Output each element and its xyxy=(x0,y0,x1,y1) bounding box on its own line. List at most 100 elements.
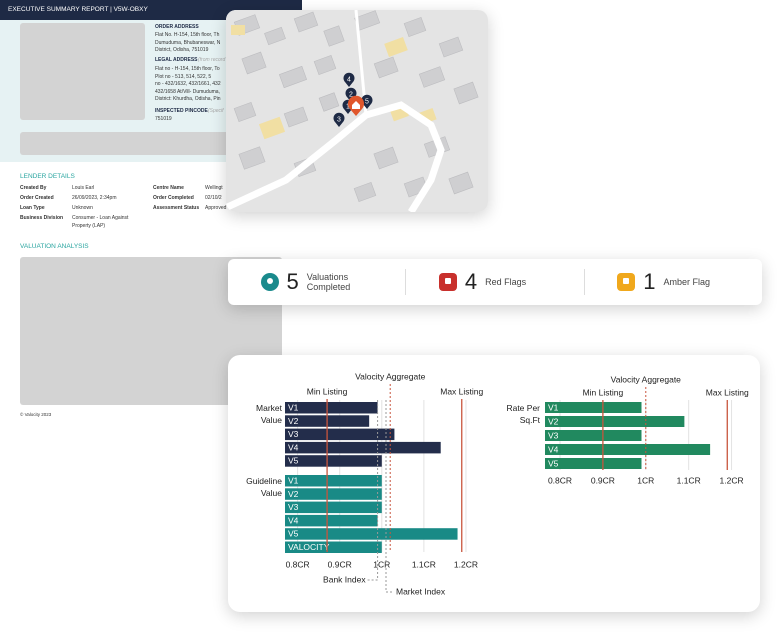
detail-value: 26/09/2023, 2:34pm xyxy=(72,195,117,201)
map-pin-label: 2 xyxy=(349,91,353,98)
pincode-note: (Specif xyxy=(208,108,224,114)
detail-label: Centre Name xyxy=(153,185,184,191)
x-tick-label: 1CR xyxy=(373,559,390,569)
stat-label: Red Flags xyxy=(485,277,527,287)
stats-card: 5 Valuations Completed 4 Red Flags 1 Amber Fl… xyxy=(228,259,762,305)
reference-label: Max Listing xyxy=(440,386,483,396)
bar-label: V4 xyxy=(548,444,559,454)
bar xyxy=(285,402,378,414)
stat-icon-glyph xyxy=(623,278,630,284)
bar-label: VALOCITY xyxy=(288,542,330,552)
bar xyxy=(285,455,382,467)
x-tick-label: 0.8CR xyxy=(548,475,572,485)
reference-label: Valocity Aggregate xyxy=(611,374,682,384)
detail-label: Assessment Status xyxy=(153,205,200,211)
bar-label: V4 xyxy=(288,515,299,525)
address-line: no - 432/1632, 432/1661, 432 xyxy=(155,81,221,87)
bar xyxy=(545,458,642,469)
detail-value: Approved xyxy=(205,205,227,211)
bar-label: V3 xyxy=(288,502,299,512)
stat-value: 1 xyxy=(643,269,656,294)
valuation-analysis-title: VALUATION ANALYSIS xyxy=(20,243,89,250)
detail-value: Louis Earl xyxy=(72,185,95,191)
map-pin xyxy=(343,72,355,87)
address-line: Dumuduma, Bhubaneswar, N xyxy=(155,39,221,46)
stat-icon xyxy=(438,273,457,291)
x-tick-label: 1.1CR xyxy=(677,475,701,485)
bar-label: V3 xyxy=(288,429,299,439)
bar xyxy=(285,488,382,500)
stat: 5 Valuations Completed xyxy=(228,269,405,295)
bar-label: V2 xyxy=(548,416,559,426)
address-line: District, Odisha, 751019 xyxy=(155,47,209,53)
legal-address-label: LEGAL ADDRESS xyxy=(155,57,198,63)
bar-label: V5 xyxy=(288,456,299,466)
address-line: 432/1658 At/Vill- Dumuduma, xyxy=(155,88,220,95)
map-pin xyxy=(361,94,373,109)
lender-details-title: LENDER DETAILS xyxy=(20,173,75,180)
bar xyxy=(545,444,711,455)
detail-label: Business Division xyxy=(20,215,64,221)
pincode: 751019 xyxy=(155,116,172,122)
pincode-label: INSPECTED PINCODE xyxy=(155,108,208,114)
photo-placeholder xyxy=(20,23,145,120)
bar xyxy=(285,528,458,540)
stat: 1 Amber Flag xyxy=(583,269,762,295)
series-label: Rate Per Sq.Ft xyxy=(506,403,540,425)
reference-label: Valocity Aggregate xyxy=(355,371,426,381)
detail-label: Loan Type xyxy=(20,205,45,211)
map-pin-label: 1 xyxy=(346,103,350,110)
stat-icon xyxy=(260,273,279,291)
address-line: Flat No. H-154, 15th floor, Th xyxy=(155,32,220,38)
bar-label: V1 xyxy=(548,402,559,412)
bar-placeholder xyxy=(20,132,285,155)
bar-label: V1 xyxy=(288,476,299,486)
address-line: District: Khurdha, Odisha, Pin xyxy=(155,96,221,102)
stat-icon-glyph xyxy=(444,278,451,284)
bar-label: V5 xyxy=(288,529,299,539)
bar xyxy=(545,416,685,427)
index-label: Bank Index xyxy=(323,574,366,584)
bar xyxy=(285,541,382,553)
address-line: Plot no - 513, 514, 522, 5 xyxy=(155,73,212,80)
x-tick-label: 1.2CR xyxy=(720,475,744,485)
footer: © Valocity 2023 xyxy=(20,412,52,417)
bar-label: V2 xyxy=(288,416,299,426)
stat-value: 4 xyxy=(464,269,478,294)
bar xyxy=(545,430,642,441)
bar-label: V3 xyxy=(548,430,559,440)
legal-address-note: (from record xyxy=(198,57,226,63)
stat-label: Amber Flag xyxy=(663,277,710,287)
x-tick-label: 0.9CR xyxy=(591,475,615,485)
index-label: Market Index xyxy=(396,586,446,596)
bar-label: V2 xyxy=(288,489,299,499)
reference-label: Min Listing xyxy=(583,387,624,397)
reference-label: Max Listing xyxy=(706,387,749,397)
map-pin-label: 3 xyxy=(337,116,341,123)
bar-label: V4 xyxy=(288,442,299,452)
x-tick-label: 1CR xyxy=(637,475,654,485)
series-label: Market Value xyxy=(256,403,282,425)
property-icon xyxy=(352,101,360,109)
bar xyxy=(285,428,395,441)
bar xyxy=(545,402,642,413)
order-address-label: ORDER ADDRESS xyxy=(155,24,199,30)
bar xyxy=(285,514,378,527)
detail-value: Wellingt xyxy=(205,185,223,191)
reference-label: Min Listing xyxy=(307,386,348,396)
detail-label: Order Created xyxy=(20,195,54,201)
detail-label: Order Completed xyxy=(153,195,194,201)
map-markers: 4 2 1 5 3 xyxy=(333,72,373,127)
x-tick-label: 1.2CR xyxy=(454,559,478,569)
bar-label: V1 xyxy=(288,403,299,413)
series-label: Guideline Value xyxy=(246,476,282,498)
detail-value: Consumer - Loan Against Property (LAP) xyxy=(72,215,129,229)
detail-value: 02/10/2 xyxy=(205,195,222,201)
map-pin xyxy=(333,112,345,127)
map-pin-label: 4 xyxy=(347,76,351,83)
detail-value: Unknown xyxy=(72,205,93,211)
x-tick-label: 0.8CR xyxy=(286,559,310,569)
x-tick-label: 0.9CR xyxy=(328,559,352,569)
